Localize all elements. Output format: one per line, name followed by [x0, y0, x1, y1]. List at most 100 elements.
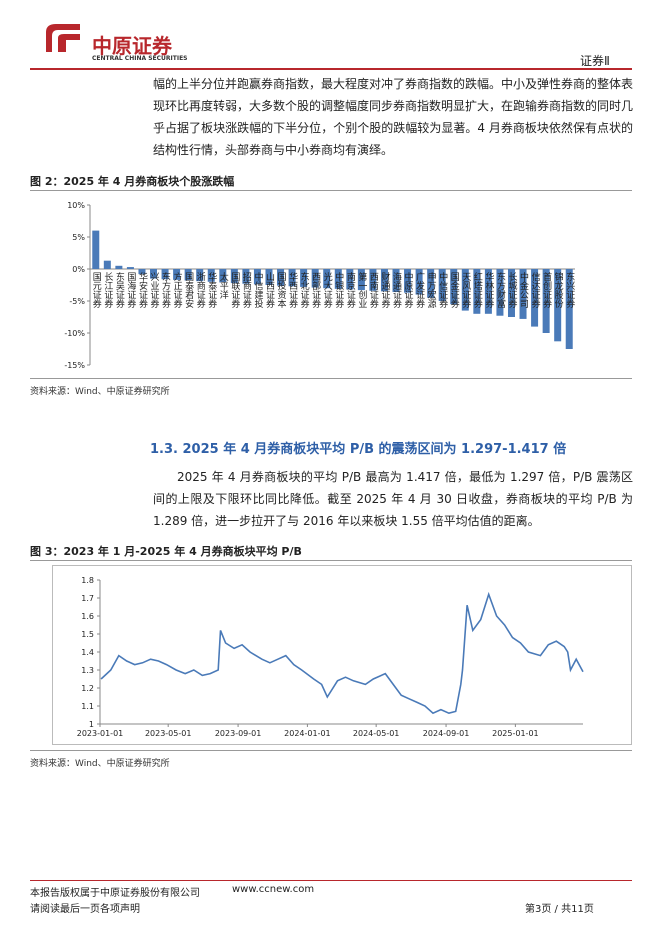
x-tick-label: 天风证券 — [460, 272, 471, 309]
y-tick-label: -5% — [69, 297, 85, 306]
x-tick-label: 2025-01-01 — [492, 729, 539, 738]
y-tick-label: 1.4 — [81, 648, 94, 657]
x-tick-label: 中金公司 — [518, 271, 529, 308]
header-rule — [30, 68, 632, 70]
y-tick-label: 5% — [72, 233, 85, 242]
bar — [311, 269, 319, 288]
bar — [265, 269, 273, 285]
bar — [242, 269, 250, 284]
bar — [450, 269, 458, 305]
website: www.ccnew.com — [232, 884, 315, 895]
x-tick-label: 国投资本 — [276, 272, 287, 309]
x-tick-label: 华安证券 — [137, 271, 148, 309]
y-tick-label: 1.3 — [81, 666, 94, 675]
figure-title: 图 3：2023 年 1 月-2025 年 4 月券商板块平均 P/B — [30, 545, 302, 558]
x-tick-label: 方正证券 — [172, 271, 183, 309]
y-tick-label: -10% — [64, 329, 85, 338]
bar — [173, 269, 181, 280]
bar — [473, 269, 481, 314]
figure-title: 图 2：2025 年 4 月券商板块个股涨跌幅 — [30, 175, 235, 188]
x-tick-label: 2023-05-01 — [145, 729, 192, 738]
rule — [30, 560, 632, 561]
y-tick-label: 0% — [72, 265, 85, 274]
bar — [323, 269, 331, 289]
bar — [392, 269, 400, 293]
x-tick-label: 华西证券 — [287, 271, 298, 309]
bar — [519, 269, 527, 319]
rule — [30, 190, 632, 191]
bar — [196, 269, 204, 282]
x-tick-label: 2024-01-01 — [284, 729, 331, 738]
bar — [427, 269, 435, 298]
bar — [415, 269, 423, 295]
x-tick-label: 申万宏源 — [426, 271, 437, 309]
y-tick-label: 1.5 — [81, 630, 94, 639]
bar — [184, 269, 192, 281]
bar — [277, 269, 285, 286]
x-tick-label: 国海证券 — [125, 272, 135, 309]
y-tick-label: 1.8 — [81, 576, 94, 585]
x-tick-label: 信达证券 — [530, 271, 541, 309]
x-tick-label: 2024-05-01 — [353, 729, 400, 738]
pb-line — [100, 591, 584, 715]
bar — [531, 269, 539, 327]
bar — [484, 269, 492, 314]
x-tick-label: 财通证券 — [379, 271, 390, 309]
x-tick-label: 锦龙股份 — [553, 271, 564, 309]
brand: 中原证券 — [92, 34, 172, 58]
bar-chart: 10% 5% 0% -5% -10% -15% 国元证券 长江证券 东吴证券 国海证券 华安证券 兴业… — [64, 201, 575, 370]
bar — [357, 269, 365, 291]
bar — [300, 269, 308, 287]
page-number: 第3页 / 共11页 — [525, 904, 594, 915]
source: 资料来源：Wind、中原证券研究所 — [30, 759, 170, 769]
x-tick-label: 国泰君安 — [183, 272, 194, 309]
y-tick-label: 1.2 — [81, 684, 94, 693]
notice: 请阅读最后一页各项声明 — [30, 904, 140, 915]
footer-rule — [30, 880, 632, 881]
x-tick-label: 东兴证券 — [564, 271, 575, 309]
x-tick-label: 国元证券 — [91, 272, 102, 309]
section-heading: 1.3. 2025 年 4 月券商板块平均 P/B 的震荡区间为 1.297-1… — [150, 442, 567, 457]
chart-frame — [52, 565, 632, 745]
bar — [369, 269, 377, 291]
x-tick-label: 山西证券 — [264, 272, 275, 309]
x-tick-label: 东吴证券 — [114, 271, 125, 309]
y-tick-label: -15% — [64, 361, 85, 370]
x-tick-label: 中原证券 — [403, 271, 414, 309]
source: 资料来源：Wind、中原证券研究所 — [30, 387, 170, 397]
bar — [126, 267, 134, 269]
x-tick-label: 2023-01-01 — [77, 729, 124, 738]
bar — [461, 269, 469, 311]
rule — [30, 750, 632, 751]
bar — [150, 269, 158, 279]
x-tick-label: 华泰证券 — [206, 271, 217, 309]
bar — [103, 260, 111, 269]
x-tick-label: 红塔证券 — [472, 271, 483, 309]
x-tick-label: 长江证券 — [102, 271, 113, 309]
copyright: 本报告版权属于中原证券股份有限公司 — [30, 888, 200, 899]
x-tick-label: 西南证券 — [368, 272, 379, 309]
y-tick-label: 1.1 — [81, 702, 94, 711]
x-tick-label: 第一创业 — [356, 271, 367, 308]
x-tick-label: 广发证券 — [414, 271, 425, 309]
bar — [92, 230, 100, 269]
bar — [219, 269, 227, 283]
y-tick-label: 10% — [67, 201, 85, 210]
x-tick-label: 海通证券 — [391, 271, 402, 309]
industry: 证券Ⅱ — [580, 54, 610, 68]
bar — [346, 269, 354, 290]
bar — [565, 269, 573, 349]
rule — [30, 378, 632, 379]
bar — [438, 269, 446, 301]
x-tick-label: 东方证券 — [160, 271, 171, 309]
bar — [230, 269, 238, 284]
bar — [161, 269, 169, 280]
bar — [288, 269, 296, 287]
bar — [138, 269, 146, 275]
paragraph: 2025 年 4 月券商板块的平均 P/B 最高为 1.417 倍，最低为 1.… — [153, 470, 633, 528]
bar — [496, 269, 504, 316]
x-tick-label: 太平洋 — [218, 271, 229, 300]
x-tick-label: 招商证券 — [241, 271, 252, 309]
x-tick-label: 首创证券 — [541, 271, 552, 309]
